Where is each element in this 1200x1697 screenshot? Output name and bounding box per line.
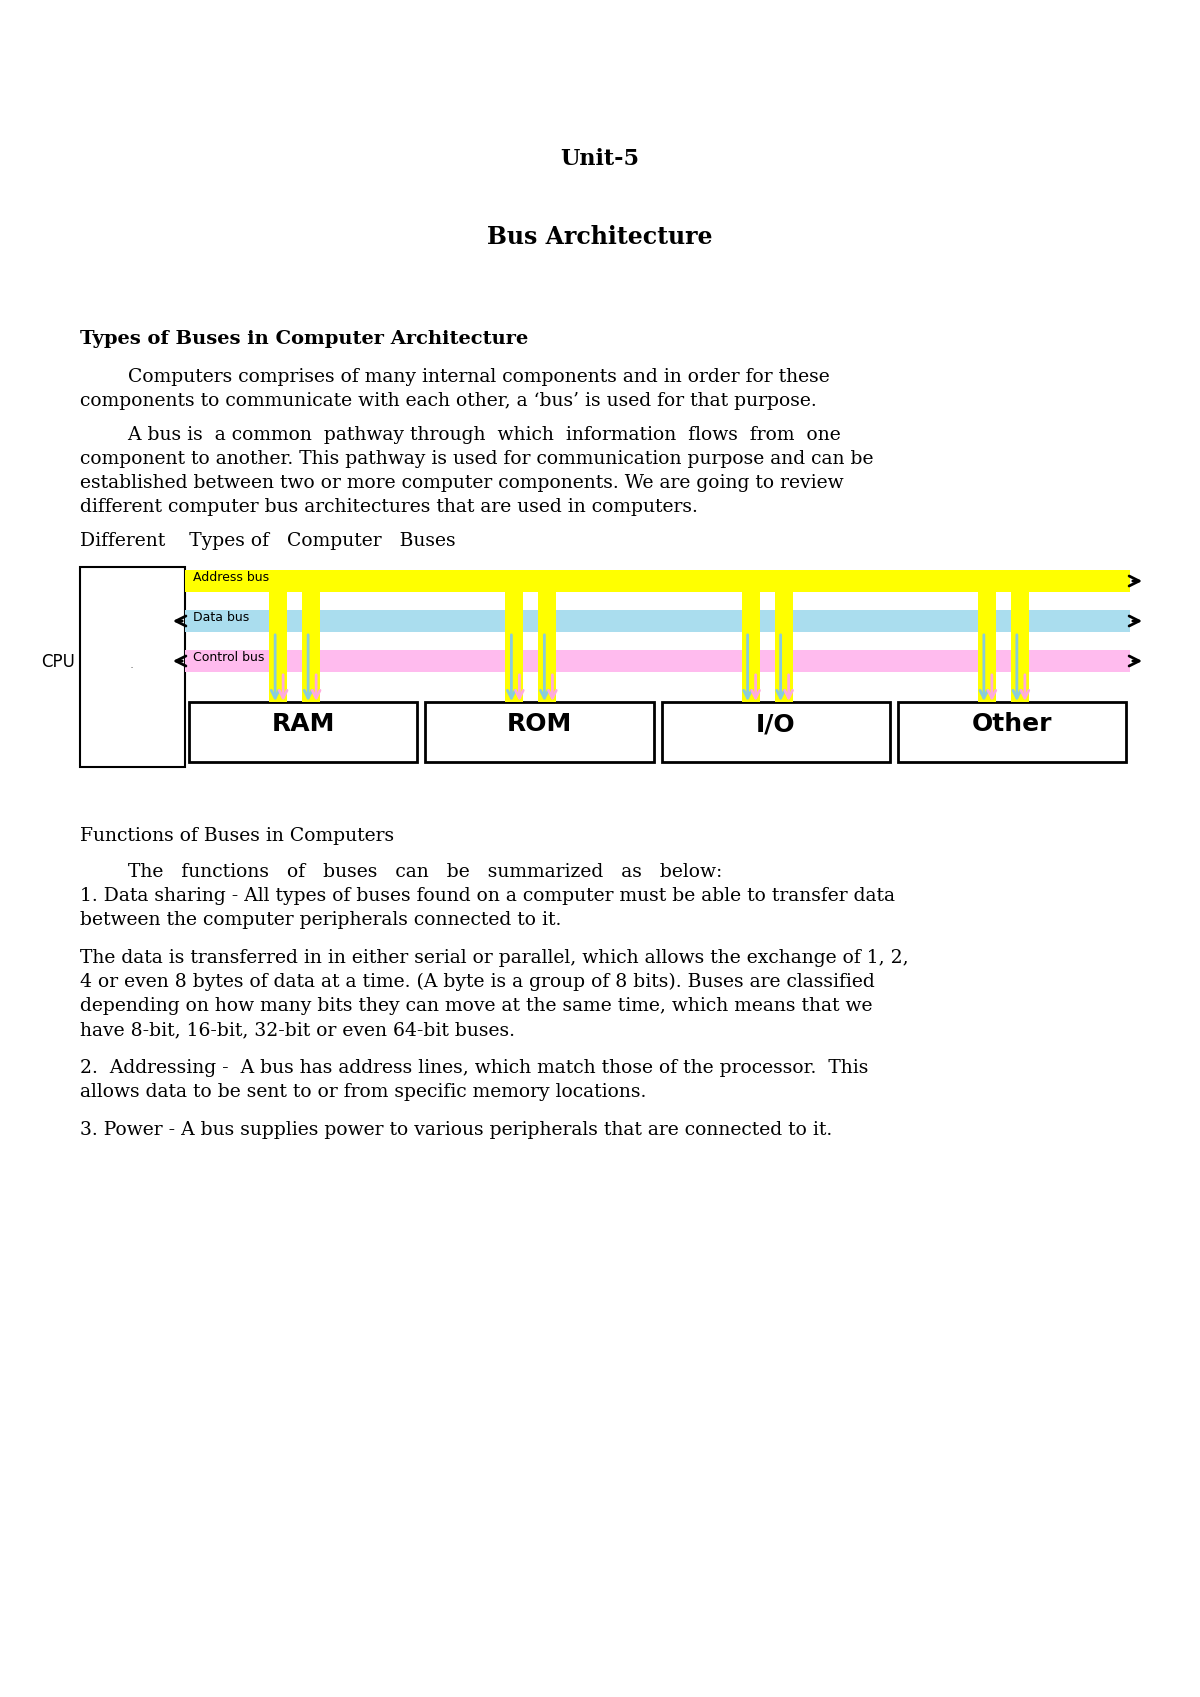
Bar xyxy=(775,570,793,703)
Bar xyxy=(425,703,654,762)
Bar xyxy=(185,609,1130,631)
Text: CPU: CPU xyxy=(41,653,74,670)
Bar xyxy=(190,703,418,762)
Bar xyxy=(505,570,523,703)
Text: The   functions   of   buses   can   be   summarized   as   below:: The functions of buses can be summarized… xyxy=(80,864,722,881)
Bar xyxy=(742,570,760,703)
Text: have 8-bit, 16-bit, 32-bit or even 64-bit buses.: have 8-bit, 16-bit, 32-bit or even 64-bi… xyxy=(80,1022,515,1039)
Text: allows data to be sent to or from specific memory locations.: allows data to be sent to or from specif… xyxy=(80,1083,647,1101)
Bar xyxy=(185,650,1130,672)
Text: Unit-5: Unit-5 xyxy=(560,148,640,170)
Text: 1. Data sharing - All types of buses found on a computer must be able to transfe: 1. Data sharing - All types of buses fou… xyxy=(80,888,895,905)
Text: The data is transferred in in either serial or parallel, which allows the exchan: The data is transferred in in either ser… xyxy=(80,949,908,967)
Text: Bus Architecture: Bus Architecture xyxy=(487,226,713,249)
Text: Different    Types of   Computer   Buses: Different Types of Computer Buses xyxy=(80,531,456,550)
Text: established between two or more computer components. We are going to review: established between two or more computer… xyxy=(80,473,844,492)
Bar xyxy=(80,567,185,767)
Bar xyxy=(185,570,1130,592)
Text: Types of Buses in Computer Architecture: Types of Buses in Computer Architecture xyxy=(80,329,528,348)
Text: 4 or even 8 bytes of data at a time. (A byte is a group of 8 bits). Buses are cl: 4 or even 8 bytes of data at a time. (A … xyxy=(80,972,875,991)
Text: component to another. This pathway is used for communication purpose and can be: component to another. This pathway is us… xyxy=(80,450,874,468)
Bar xyxy=(269,570,287,703)
Text: 2.  Addressing -  A bus has address lines, which match those of the processor.  : 2. Addressing - A bus has address lines,… xyxy=(80,1059,869,1078)
Text: A bus is  a common  pathway through  which  information  flows  from  one: A bus is a common pathway through which … xyxy=(80,426,841,445)
Text: I/O: I/O xyxy=(756,713,796,736)
Text: Address bus: Address bus xyxy=(193,570,269,584)
Text: Functions of Buses in Computers: Functions of Buses in Computers xyxy=(80,826,394,845)
Bar xyxy=(661,703,889,762)
Bar xyxy=(302,570,320,703)
Text: ROM: ROM xyxy=(506,713,572,736)
Text: different computer bus architectures that are used in computers.: different computer bus architectures tha… xyxy=(80,497,698,516)
Bar xyxy=(978,570,996,703)
Bar xyxy=(898,703,1126,762)
Text: Control bus: Control bus xyxy=(193,652,264,664)
Bar xyxy=(539,570,557,703)
Text: Computers comprises of many internal components and in order for these: Computers comprises of many internal com… xyxy=(80,368,829,385)
Text: Other: Other xyxy=(972,713,1052,736)
Bar xyxy=(1010,570,1028,703)
Text: depending on how many bits they can move at the same time, which means that we: depending on how many bits they can move… xyxy=(80,998,872,1015)
Text: RAM: RAM xyxy=(271,713,335,736)
Text: components to communicate with each other, a ‘bus’ is used for that purpose.: components to communicate with each othe… xyxy=(80,392,817,411)
Text: Data bus: Data bus xyxy=(193,611,250,624)
Text: 3. Power - A bus supplies power to various peripherals that are connected to it.: 3. Power - A bus supplies power to vario… xyxy=(80,1122,833,1139)
Text: between the computer peripherals connected to it.: between the computer peripherals connect… xyxy=(80,911,562,928)
